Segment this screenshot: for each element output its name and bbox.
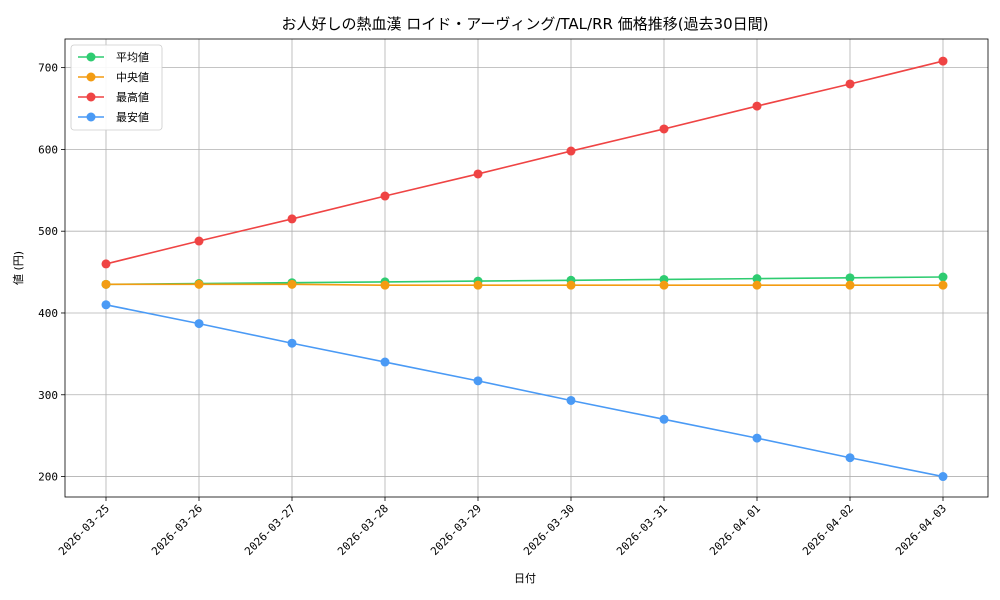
series-line [105,276,944,286]
x-tick-label: 2026-04-03 [893,502,949,558]
chart-title: お人好しの熱血漢 ロイド・アーヴィング/TAL/RR 価格推移(過去30日間) [282,15,769,33]
x-tick-label: 2026-03-27 [242,502,298,558]
series-1 [101,272,948,289]
x-axis-label: 日付 [514,572,536,585]
data-point [938,280,948,290]
legend-marker [86,92,96,102]
data-point [380,280,390,290]
data-point [380,357,390,367]
data-point [938,472,948,482]
data-point [938,272,948,282]
x-tick-label: 2026-03-31 [614,502,670,558]
y-axis-label: 値 (円) [12,251,25,285]
legend-entry-4: 最安値 [78,110,149,124]
data-point [659,414,669,424]
data-point [101,300,111,310]
data-point [752,101,762,111]
y-tick-label: 700 [38,62,58,75]
data-point [752,274,762,284]
series-2 [101,279,948,290]
data-point [659,124,669,134]
plot-area-frame [64,38,989,498]
legend-label: 平均値 [116,51,149,64]
x-tick-label: 2026-03-29 [428,502,484,558]
series-3 [101,56,948,269]
y-tick-label: 500 [38,225,58,238]
data-point [473,376,483,386]
data-point [473,280,483,290]
legend-entry-3: 最高値 [78,90,149,104]
data-point [287,279,297,289]
y-tick-label: 200 [38,471,58,484]
data-point [473,169,483,179]
x-axis: 2026-03-25 2026-03-26 2026-03-27 2026-03-28… [56,497,949,558]
data-point [566,146,576,156]
legend-label: 中央値 [116,71,149,84]
grid [65,39,988,497]
data-point [287,338,297,348]
data-point [101,259,111,269]
data-point [287,214,297,224]
series-line [105,304,944,478]
data-point [101,279,111,289]
legend-label: 最高値 [116,90,149,104]
x-tick-label: 2026-04-01 [707,502,763,558]
x-tick-label: 2026-03-26 [149,502,205,558]
series-layer [101,56,948,482]
legend-marker [86,52,96,62]
data-point [752,280,762,290]
x-tick-label: 2026-03-25 [56,502,112,558]
data-point [194,319,204,329]
data-point [659,280,669,290]
data-point [845,273,855,283]
y-axis: 200 300 400 500 600 700 [38,62,65,484]
data-point [380,191,390,201]
legend-box [70,44,163,131]
legend-marker [86,112,96,122]
legend-marker [86,72,96,82]
legend-label: 最安値 [116,110,149,124]
data-point [845,453,855,463]
x-tick-label: 2026-03-30 [521,502,577,558]
series-line [105,60,944,265]
data-point [938,56,948,66]
x-tick-label: 2026-04-02 [800,502,856,558]
y-tick-label: 600 [38,143,58,156]
data-point [566,280,576,290]
data-point [194,279,204,289]
data-point [194,236,204,246]
y-tick-label: 400 [38,307,58,320]
data-point [845,79,855,89]
data-point [566,395,576,405]
series-line [106,283,943,286]
series-4 [101,300,948,482]
x-tick-label: 2026-03-28 [335,502,391,558]
legend-entry-2: 中央値 [78,71,149,84]
legend-entry-1: 平均値 [78,51,149,64]
data-point [845,280,855,290]
y-tick-label: 300 [38,389,58,402]
data-point [752,433,762,443]
